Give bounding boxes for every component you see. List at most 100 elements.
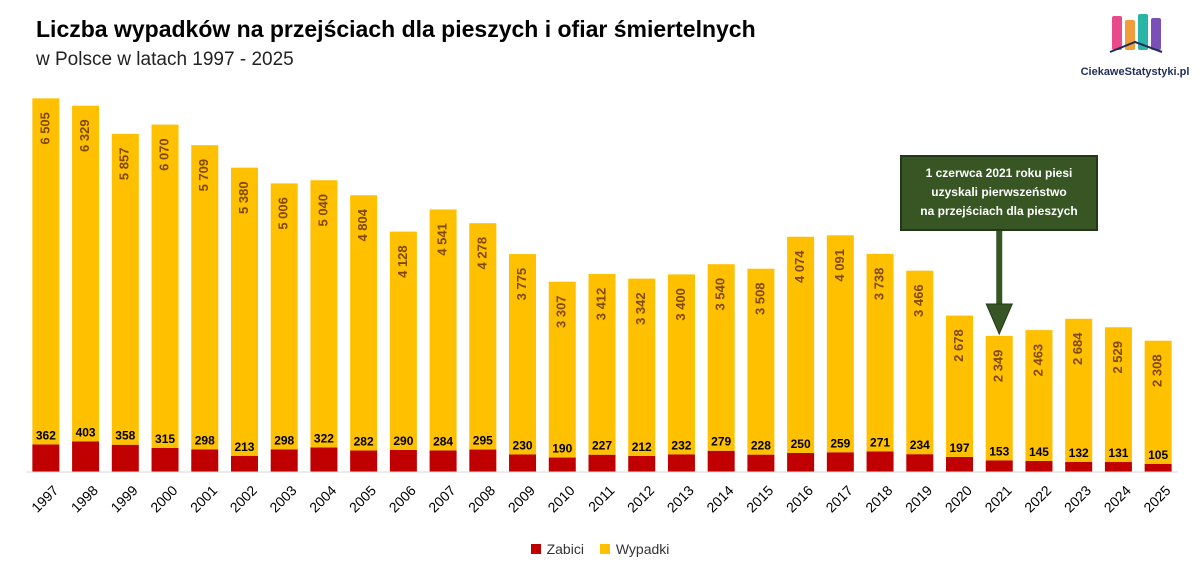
bar-zabici-2023: [1065, 461, 1093, 472]
bar-wypadki-2000: [151, 124, 179, 449]
label-zabici-2014: 279: [711, 435, 731, 449]
label-zabici-2003: 298: [274, 433, 294, 447]
label-wypadki-2006: 4 128: [395, 245, 410, 278]
bar-wypadki-2009: [509, 254, 537, 455]
bar-wypadki-2007: [429, 209, 457, 451]
bar-zabici-2009: [509, 454, 537, 472]
label-zabici-2011: 227: [592, 439, 612, 453]
legend-item-zabici[interactable]: Zabici: [530, 541, 584, 557]
x-tick-2004: 2004: [306, 482, 339, 515]
legend-swatch-wypadki: [599, 544, 610, 554]
label-zabici-2017: 259: [830, 436, 850, 450]
label-wypadki-2024: 2 529: [1110, 341, 1125, 374]
label-wypadki-2013: 3 400: [673, 288, 688, 321]
bar-wypadki-2018: [866, 253, 894, 452]
label-zabici-2024: 131: [1108, 446, 1128, 460]
label-zabici-2013: 232: [671, 438, 691, 452]
label-wypadki-2007: 4 541: [435, 223, 450, 256]
annotation-line-3: na przejściach dla pieszych: [920, 204, 1078, 218]
x-tick-2019: 2019: [902, 482, 935, 515]
label-zabici-2019: 234: [910, 438, 930, 452]
bar-wypadki-2021: [985, 335, 1013, 461]
bar-wypadki-2016: [787, 236, 815, 453]
label-wypadki-2025: 2 308: [1150, 354, 1165, 387]
label-zabici-2007: 284: [433, 434, 453, 448]
label-zabici-2008: 295: [473, 434, 493, 448]
bar-wypadki-2020: [946, 315, 974, 457]
label-wypadki-2011: 3 412: [593, 288, 608, 321]
bar-zabici-2014: [707, 450, 735, 472]
x-tick-2010: 2010: [544, 482, 577, 515]
label-wypadki-2023: 2 684: [1070, 332, 1085, 365]
bar-wypadki-2022: [1025, 330, 1053, 461]
bar-wypadki-2019: [906, 270, 934, 455]
bar-wypadki-2017: [826, 235, 854, 453]
arrow-shaft: [996, 231, 1003, 306]
label-zabici-2018: 271: [870, 435, 890, 449]
bar-zabici-2017: [826, 452, 854, 472]
label-wypadki-2022: 2 463: [1030, 344, 1045, 377]
bar-zabici-2006: [389, 449, 417, 472]
x-tick-2024: 2024: [1101, 482, 1134, 515]
bar-zabici-2007: [429, 450, 457, 472]
bar-wypadki-2006: [389, 231, 417, 450]
bar-zabici-1997: [32, 444, 60, 472]
bar-wypadki-2010: [548, 281, 576, 458]
label-zabici-1999: 358: [115, 429, 135, 443]
label-wypadki-2008: 4 278: [474, 237, 489, 270]
label-zabici-2016: 250: [791, 437, 811, 451]
label-wypadki-2014: 3 540: [713, 278, 728, 311]
bar-wypadki-2013: [667, 274, 695, 455]
x-tick-2020: 2020: [942, 482, 975, 515]
bar-wypadki-2024: [1104, 327, 1132, 463]
bar-wypadki-1997: [32, 98, 60, 445]
label-wypadki-2001: 5 709: [196, 159, 211, 192]
series-zabici: [32, 441, 1172, 472]
label-wypadki-2000: 6 070: [156, 138, 171, 171]
label-wypadki-2010: 3 307: [554, 295, 569, 328]
x-tick-2013: 2013: [664, 482, 697, 515]
label-wypadki-2003: 5 006: [276, 197, 291, 230]
x-tick-2011: 2011: [585, 482, 618, 515]
series-wypadki: [32, 98, 1172, 465]
legend-item-wypadki[interactable]: Wypadki: [599, 541, 669, 557]
label-zabici-2009: 230: [513, 438, 533, 452]
x-tick-2014: 2014: [703, 482, 736, 515]
bar-wypadki-2005: [350, 195, 378, 451]
bar-wypadki-2003: [270, 183, 298, 450]
bar-zabici-2022: [1025, 460, 1053, 472]
bar-zabici-2011: [588, 454, 616, 472]
bar-wypadki-2015: [747, 268, 775, 455]
bar-wypadki-2001: [191, 145, 219, 450]
bar-zabici-2004: [310, 447, 338, 472]
legend: Zabici Wypadki: [0, 541, 1200, 557]
label-zabici-2025: 105: [1148, 448, 1168, 462]
label-zabici-2021: 153: [989, 444, 1009, 458]
x-axis-ticks: 1997 1998 1999 2000 2001 2002 2003 2004 2005 2006…: [28, 482, 1174, 515]
label-wypadki-2004: 5 040: [315, 194, 330, 227]
chart-subtitle: w Polsce w latach 1997 - 2025: [36, 49, 294, 70]
label-wypadki-2017: 4 091: [832, 249, 847, 282]
label-wypadki-2005: 4 804: [355, 208, 370, 241]
bar-wypadki-2023: [1065, 318, 1093, 462]
bar-wypadki-1999: [111, 133, 139, 445]
x-tick-2006: 2006: [386, 482, 419, 515]
x-tick-2009: 2009: [505, 482, 538, 515]
arrow-head: [985, 303, 1014, 336]
x-tick-2025: 2025: [1140, 482, 1173, 515]
label-wypadki-2016: 4 074: [792, 250, 807, 283]
label-wypadki-2002: 5 380: [236, 181, 251, 214]
bar-wypadki-2008: [469, 223, 497, 450]
bar-zabici-2019: [906, 454, 934, 472]
bar-wypadki-2012: [628, 278, 656, 456]
x-tick-2017: 2017: [822, 482, 855, 515]
bar-zabici-2024: [1104, 462, 1132, 472]
label-wypadki-1998: 6 329: [77, 119, 92, 152]
bar-zabici-2002: [230, 455, 258, 472]
x-tick-2016: 2016: [783, 482, 816, 515]
bar-zabici-2021: [985, 460, 1013, 472]
x-tick-1998: 1998: [68, 482, 101, 515]
label-wypadki-2015: 3 508: [752, 282, 767, 315]
bar-zabici-2020: [946, 456, 974, 472]
